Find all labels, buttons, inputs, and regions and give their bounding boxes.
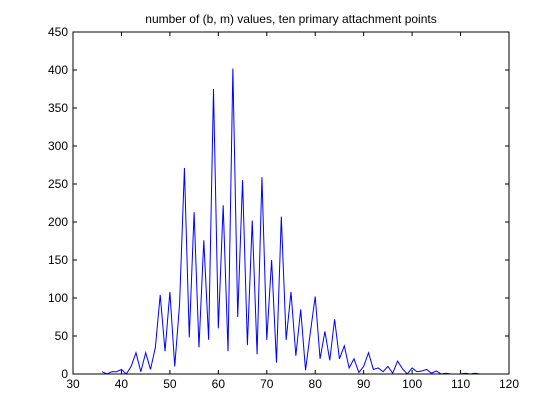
x-tick-label: 50 [163, 377, 177, 391]
y-tick-label: 250 [48, 177, 68, 191]
y-tick-label: 300 [48, 139, 68, 153]
x-tick-label: 70 [260, 377, 274, 391]
y-tick-label: 400 [48, 63, 68, 77]
x-tick-label: 80 [309, 377, 323, 391]
y-tick-label: 50 [55, 329, 69, 343]
y-tick-label: 100 [48, 291, 68, 305]
plot-background [73, 32, 509, 374]
x-tick-label: 40 [115, 377, 129, 391]
y-tick-label: 150 [48, 253, 68, 267]
chart-title: number of (b, m) values, ten primary att… [145, 12, 436, 26]
x-tick-label: 90 [357, 377, 371, 391]
y-axis-ticks: 0 50 100 150 200 250 300 350 400 450 [48, 25, 509, 381]
x-tick-label: 110 [451, 377, 470, 391]
y-tick-label: 200 [48, 215, 68, 229]
x-tick-label: 120 [499, 377, 519, 391]
y-tick-label: 0 [61, 367, 68, 381]
y-tick-label: 350 [48, 101, 68, 115]
x-tick-label: 60 [212, 377, 226, 391]
plot-frame [72, 31, 510, 375]
x-axis-ticks: 30 40 50 60 70 80 90 100 110 120 [66, 32, 519, 391]
x-tick-label: 30 [66, 377, 80, 391]
x-tick-label: 100 [402, 377, 422, 391]
y-tick-label: 450 [48, 25, 68, 39]
